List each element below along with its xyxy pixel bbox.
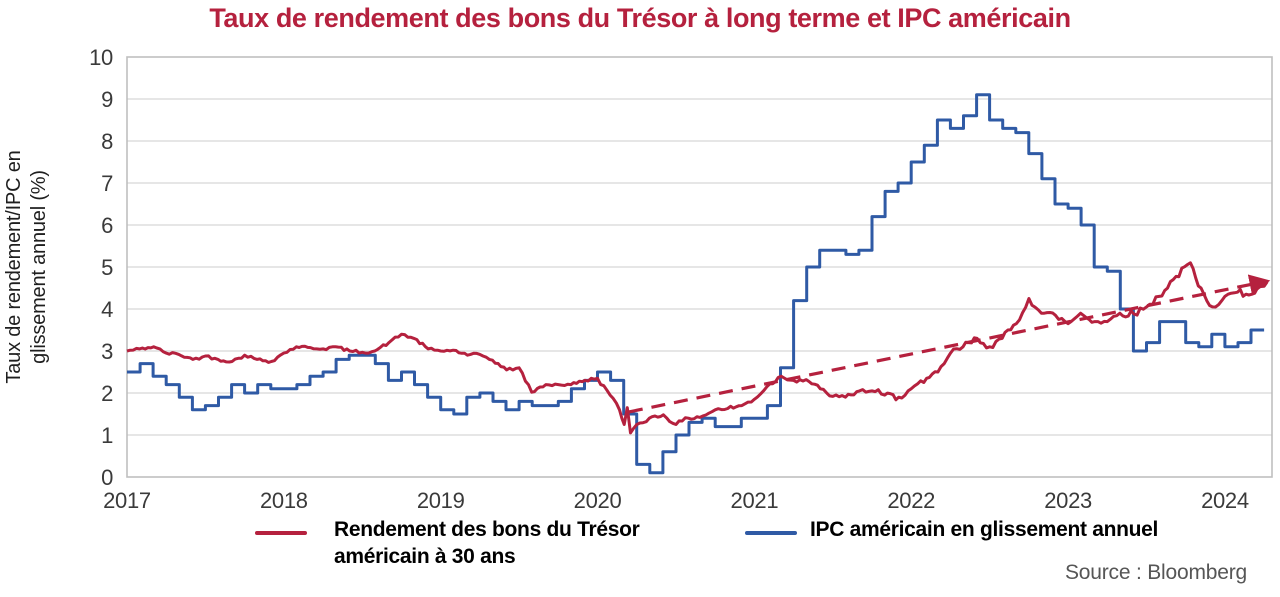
y-tick-label: 9 (101, 87, 113, 112)
x-tick-label: 2020 (574, 488, 622, 513)
x-tick-label: 2017 (103, 488, 151, 513)
source-credit: Source : Bloomberg (1065, 561, 1247, 584)
gridlines (127, 98, 1272, 436)
x-tick-label: 2022 (887, 488, 935, 513)
y-tick-label: 4 (101, 297, 113, 322)
cpi-line (127, 93, 1265, 475)
x-tick-label: 2021 (731, 488, 779, 513)
y-tick-label: 1 (101, 423, 113, 448)
plot-border (126, 56, 1273, 478)
legend-label-cpi: IPC américain en glissement annuel (810, 518, 1159, 541)
y-tick-label: 6 (101, 213, 113, 238)
y-tick-label: 3 (101, 339, 113, 364)
y-tick-label: 10 (89, 45, 113, 70)
y-tick-label: 8 (101, 129, 113, 154)
chart-title: Taux de rendement des bons du Trésor à l… (209, 3, 1071, 33)
x-tick-label: 2019 (417, 488, 465, 513)
treasury-line-swatch (255, 531, 307, 535)
cpi-line-swatch (745, 531, 797, 535)
y-tick-label: 0 (101, 465, 113, 490)
x-tick-label: 2023 (1044, 488, 1092, 513)
y-tick-label: 7 (101, 171, 113, 196)
y-axis-ticks: 0 1 2 3 4 5 6 7 8 9 10 (89, 45, 113, 490)
x-tick-label: 2024 (1201, 488, 1249, 513)
y-tick-label: 2 (101, 381, 113, 406)
trend-arrow (628, 274, 1271, 414)
x-axis-ticks: 2017 2018 2019 2020 2021 2022 2023 2024 (103, 488, 1249, 513)
legend-label-treasury: Rendement des bons du Trésor américain à… (334, 518, 640, 569)
x-tick-label: 2018 (260, 488, 308, 513)
treasury-line (126, 261, 1269, 435)
y-axis-label: Taux de rendement/IPC en glissement annu… (3, 150, 50, 384)
y-tick-label: 5 (101, 255, 113, 280)
